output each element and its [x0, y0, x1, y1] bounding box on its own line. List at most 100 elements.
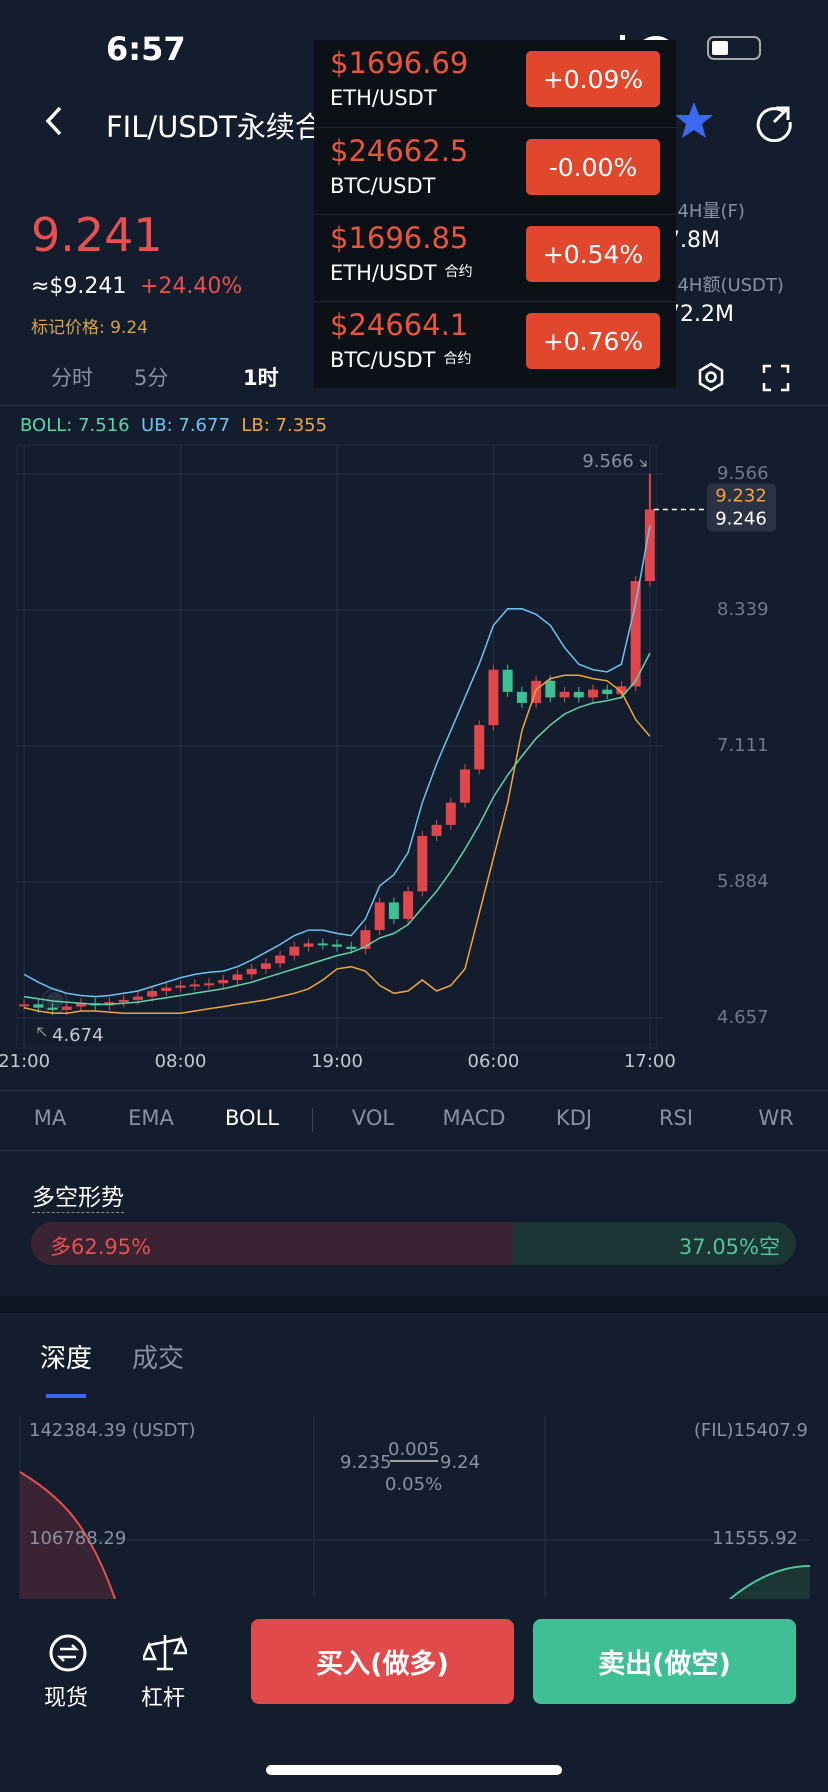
stat-label: 24H量(F) — [666, 201, 745, 222]
x-tick-label: 21:00 — [0, 1051, 50, 1072]
usd-price: ≈$9.241 — [31, 274, 127, 299]
sentiment-bar — [31, 1222, 796, 1265]
candle — [19, 1004, 30, 1007]
depth-chart — [19, 1416, 811, 1599]
last-price-tag: 9.246 — [715, 508, 767, 529]
candle — [218, 979, 229, 984]
trades-tab[interactable]: 成交 — [132, 1344, 185, 1374]
candle — [275, 955, 286, 964]
interval-tab[interactable]: 分时 — [51, 366, 93, 390]
min-arrow — [37, 1027, 47, 1037]
ub-value: 7.677 — [178, 415, 230, 436]
stat-value: 72.2M — [666, 302, 734, 327]
candle — [175, 985, 186, 988]
depth-tab[interactable]: 深度 — [40, 1344, 93, 1374]
boll-legend: BOLL: 7.516 UB: 7.677 LB: 7.355 — [20, 415, 327, 436]
candle — [502, 669, 513, 692]
boll-lb — [23, 674, 651, 1014]
margin-icon[interactable] — [143, 1631, 187, 1673]
share-button[interactable] — [754, 102, 794, 142]
y-tick-label: 5.884 — [717, 871, 769, 892]
candle — [602, 689, 613, 695]
back-button[interactable] — [40, 104, 70, 138]
price-tag-bg — [707, 483, 776, 532]
boll-value: 7.516 — [78, 415, 130, 436]
ub-label: UB: — [141, 415, 173, 436]
mark-price-tag: 9.232 — [715, 485, 767, 506]
indicator-tab[interactable]: WR — [758, 1106, 794, 1130]
clock: 6:57 — [106, 30, 186, 68]
x-tick-label: 08:00 — [155, 1051, 207, 1072]
y-tick-label: 7.111 — [717, 735, 769, 756]
kline-chart: 9.566 8.339 7.111 5.884 4.657 21:00 08:00 19:00… — [0, 444, 776, 1072]
indicator-tab[interactable]: KDJ — [555, 1106, 593, 1130]
candle — [445, 802, 456, 825]
spread-percent: 0.05% — [385, 1474, 443, 1495]
candle — [573, 691, 584, 698]
depth-label: (FIL)15407.9 — [693, 1420, 808, 1441]
spot-icon[interactable] — [48, 1633, 88, 1673]
page-title: FIL/USDT永续合约 — [106, 110, 353, 144]
candle — [289, 946, 300, 956]
candle — [161, 987, 172, 992]
candle — [559, 691, 570, 698]
candle — [232, 974, 243, 980]
last-price: 9.241 — [31, 208, 163, 262]
interval-tab[interactable]: 1时 — [243, 366, 279, 390]
max-arrow — [639, 459, 647, 467]
mark-label: 标记价格: — [31, 318, 105, 338]
candle — [346, 946, 357, 949]
y-tick-label: 9.566 — [717, 463, 769, 484]
section-gap — [0, 1296, 828, 1313]
x-tick-label: 19:00 — [311, 1051, 363, 1072]
min-label: 4.674 — [52, 1025, 104, 1046]
change-percent: +24.40% — [140, 274, 243, 299]
depth-label: 142384.39 (USDT) — [29, 1420, 196, 1441]
boll-mb — [23, 652, 651, 1006]
candle — [630, 581, 641, 687]
indicator-tab[interactable]: VOL — [351, 1106, 395, 1130]
favorite-star[interactable] — [674, 100, 714, 140]
mark-value: 9.24 — [110, 318, 148, 338]
y-tick-label: 8.339 — [717, 599, 769, 620]
fullscreen-icon[interactable] — [762, 364, 790, 392]
indicator-tab[interactable]: MACD — [442, 1106, 506, 1130]
candle — [644, 509, 655, 582]
settings-icon[interactable] — [696, 362, 726, 392]
candle — [61, 1006, 72, 1010]
candle — [204, 983, 214, 986]
stat-label: 24H额(USDT) — [666, 275, 784, 296]
candle — [246, 968, 257, 975]
candle — [332, 944, 342, 947]
mark-price: 标记价格: 9.24 — [31, 313, 148, 338]
short-label: 37.05%空 — [678, 1235, 780, 1259]
buy-button[interactable]: 买入(做多) — [251, 1619, 514, 1704]
spread: 0.005 — [388, 1439, 440, 1460]
long-label: 多62.95% — [50, 1235, 152, 1259]
interval-tab[interactable]: 5分 — [134, 366, 169, 390]
x-tick-label: 06:00 — [468, 1051, 520, 1072]
margin-label[interactable]: 杠杆 — [141, 1686, 186, 1711]
candle — [260, 963, 271, 969]
ask-price: 9.24 — [440, 1452, 481, 1473]
candle — [33, 1004, 44, 1008]
sell-button[interactable]: 卖出(做空) — [533, 1619, 796, 1704]
candle — [360, 930, 371, 949]
candle — [47, 1007, 58, 1010]
indicator-tab[interactable]: BOLL — [225, 1106, 279, 1130]
candle — [303, 943, 314, 947]
divider — [312, 1108, 313, 1132]
indicator-tab[interactable]: EMA — [128, 1106, 174, 1130]
candle — [431, 824, 442, 836]
candle — [317, 943, 328, 946]
indicator-tab[interactable]: MA — [33, 1106, 67, 1130]
max-label: 9.566 — [582, 451, 634, 472]
candle — [488, 669, 499, 726]
spot-label[interactable]: 现货 — [44, 1686, 89, 1711]
indicator-tab[interactable]: RSI — [658, 1106, 694, 1130]
x-tick-label: 17:00 — [624, 1051, 676, 1072]
home-indicator — [266, 1765, 562, 1775]
lb-label: LB: — [241, 415, 270, 436]
candle — [189, 984, 200, 987]
